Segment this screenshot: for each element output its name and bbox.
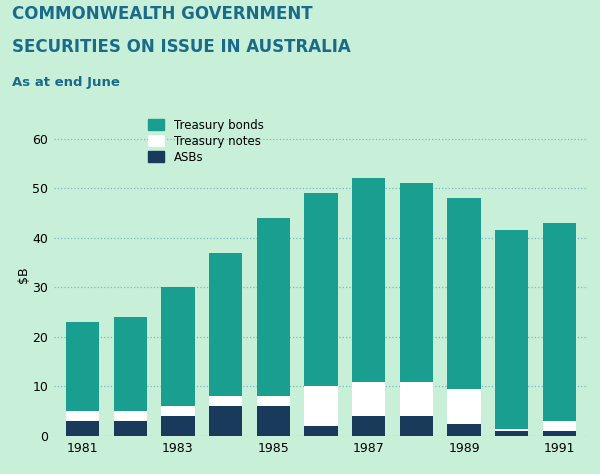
Bar bbox=[66, 322, 99, 411]
Bar bbox=[66, 421, 99, 436]
Text: As at end June: As at end June bbox=[12, 76, 120, 89]
Bar bbox=[352, 382, 385, 416]
Bar bbox=[257, 396, 290, 406]
Bar bbox=[543, 431, 576, 436]
Bar bbox=[448, 424, 481, 436]
Bar bbox=[543, 421, 576, 431]
Text: COMMONWEALTH GOVERNMENT: COMMONWEALTH GOVERNMENT bbox=[12, 5, 313, 23]
Legend: Treasury bonds, Treasury notes, ASBs: Treasury bonds, Treasury notes, ASBs bbox=[145, 117, 266, 166]
Bar bbox=[543, 223, 576, 421]
Bar bbox=[113, 411, 147, 421]
Bar bbox=[209, 406, 242, 436]
Bar bbox=[400, 416, 433, 436]
Bar bbox=[400, 382, 433, 416]
Bar bbox=[352, 178, 385, 382]
Y-axis label: $B: $B bbox=[17, 266, 29, 283]
Bar bbox=[257, 406, 290, 436]
Bar bbox=[113, 317, 147, 411]
Bar bbox=[161, 416, 194, 436]
Bar bbox=[448, 389, 481, 424]
Bar bbox=[161, 406, 194, 416]
Bar bbox=[257, 218, 290, 396]
Bar bbox=[161, 287, 194, 406]
Bar bbox=[209, 253, 242, 396]
Bar bbox=[495, 428, 529, 431]
Bar bbox=[352, 416, 385, 436]
Bar bbox=[400, 183, 433, 382]
Bar bbox=[209, 396, 242, 406]
Bar bbox=[66, 411, 99, 421]
Bar bbox=[304, 193, 338, 386]
Bar bbox=[495, 431, 529, 436]
Bar bbox=[304, 386, 338, 426]
Bar bbox=[113, 421, 147, 436]
Bar bbox=[495, 230, 529, 428]
Bar bbox=[304, 426, 338, 436]
Bar bbox=[448, 198, 481, 389]
Text: SECURITIES ON ISSUE IN AUSTRALIA: SECURITIES ON ISSUE IN AUSTRALIA bbox=[12, 38, 351, 56]
